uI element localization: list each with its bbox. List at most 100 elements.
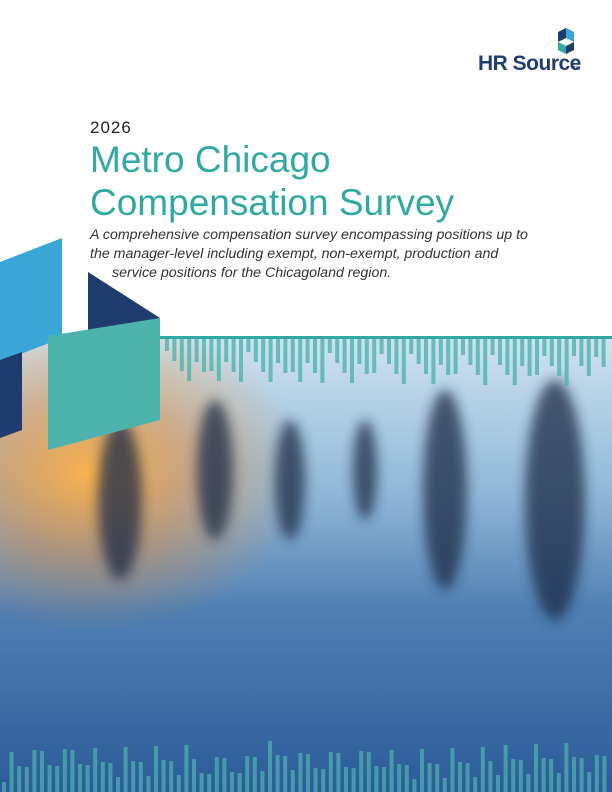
decorative-bar [85, 765, 90, 792]
decorative-bar [184, 745, 189, 792]
decorative-bar [2, 782, 6, 792]
decorative-bar [601, 339, 606, 367]
decorative-bar [131, 761, 136, 792]
decorative-bar [335, 339, 340, 363]
decorative-bar [276, 339, 280, 363]
decorative-bar [9, 752, 14, 792]
decorative-bar [222, 758, 227, 792]
decorative-bar [541, 758, 546, 792]
decorative-bar [283, 756, 288, 792]
decorative-bar [32, 750, 37, 792]
decorative-bar [224, 339, 229, 362]
description-line: service positions for the Chicagoland re… [112, 265, 391, 281]
decorative-bar [527, 339, 532, 376]
decorative-bar [268, 741, 272, 792]
decorative-bar [557, 339, 562, 376]
decorative-bar [290, 770, 295, 792]
decorative-bar [404, 765, 409, 792]
decorative-bar [465, 763, 470, 792]
decorative-bar [483, 339, 488, 385]
decorative-bar [202, 339, 206, 372]
decorative-bar [579, 339, 584, 366]
decorative-bar [549, 759, 554, 792]
decorative-bar [313, 768, 318, 792]
decorative-bar [587, 772, 592, 792]
decorative-bar [320, 339, 325, 383]
decorative-bar [252, 757, 257, 792]
decorative-bar [313, 339, 317, 373]
decorative-bar [260, 771, 265, 792]
decorative-bar [357, 339, 362, 364]
decorative-bar [520, 339, 525, 366]
decorative-bar [237, 773, 242, 792]
decorative-bar [344, 767, 348, 792]
decorative-bar [496, 775, 500, 792]
decorative-bar [306, 754, 310, 792]
decorative-bar [372, 339, 377, 373]
decorative-bar [146, 776, 151, 792]
decorative-bar [453, 339, 458, 374]
decorative-bar [409, 339, 414, 354]
logo-text: HR Source [478, 52, 581, 75]
decorative-bar [572, 339, 576, 356]
decorative-bar [108, 763, 113, 792]
decorative-bar [572, 757, 576, 792]
decorative-bar [542, 339, 547, 356]
decorative-bar [245, 756, 250, 792]
decorative-bar [364, 339, 369, 374]
decorative-bar [594, 339, 599, 357]
decorative-bar [209, 339, 214, 371]
decorative-bar [161, 760, 166, 792]
decorative-bar [366, 752, 371, 792]
decorative-bar [179, 339, 184, 371]
decorative-bar [549, 339, 554, 366]
decorative-bar [586, 339, 591, 376]
decorative-bar [387, 339, 391, 364]
decorative-bar [123, 747, 128, 792]
decorative-bar [564, 743, 569, 792]
decorative-bar [321, 769, 326, 792]
description-line: the manager-level including exempt, non-… [90, 246, 499, 262]
decorative-bar [187, 339, 192, 381]
decorative-bar [172, 339, 177, 361]
decorative-bar [93, 748, 98, 792]
decorative-bar [230, 772, 234, 792]
decorative-bar [70, 750, 75, 792]
decorative-bar [55, 766, 60, 792]
description-line: A comprehensive compensation survey enco… [89, 227, 528, 243]
decorative-bar [253, 339, 258, 362]
decorative-bar [231, 339, 236, 372]
decorative-bar [498, 339, 502, 365]
decorative-bar [246, 339, 251, 352]
decorative-bar [216, 339, 221, 381]
decorative-bar [192, 759, 196, 792]
decorative-bar [342, 339, 347, 373]
decorative-bar [100, 762, 105, 792]
decorative-bar [382, 767, 386, 792]
decorative-bar [431, 339, 436, 384]
decorative-bar [116, 777, 120, 792]
decorative-bar [194, 339, 199, 362]
year: 2026 [90, 118, 132, 137]
decorative-shapes [0, 238, 160, 450]
decorative-bar [579, 758, 584, 792]
decorative-bar [374, 766, 379, 792]
decorative-bar [458, 762, 462, 792]
decorative-bar [328, 752, 333, 792]
decorative-bar [78, 764, 82, 792]
decorative-bar [535, 339, 539, 375]
decorative-bar [275, 755, 280, 792]
decorative-bars [2, 339, 607, 792]
title-line: Metro Chicago [90, 139, 331, 180]
decorative-bar [556, 773, 561, 792]
decorative-bar [17, 766, 22, 792]
decorative-bar [518, 760, 523, 792]
logo: HR Source TM [478, 28, 581, 75]
decorative-bar [298, 753, 303, 792]
decorative-bar [350, 339, 354, 383]
photo [0, 336, 612, 792]
decorative-bar [62, 749, 67, 792]
decorative-bar [503, 745, 508, 792]
